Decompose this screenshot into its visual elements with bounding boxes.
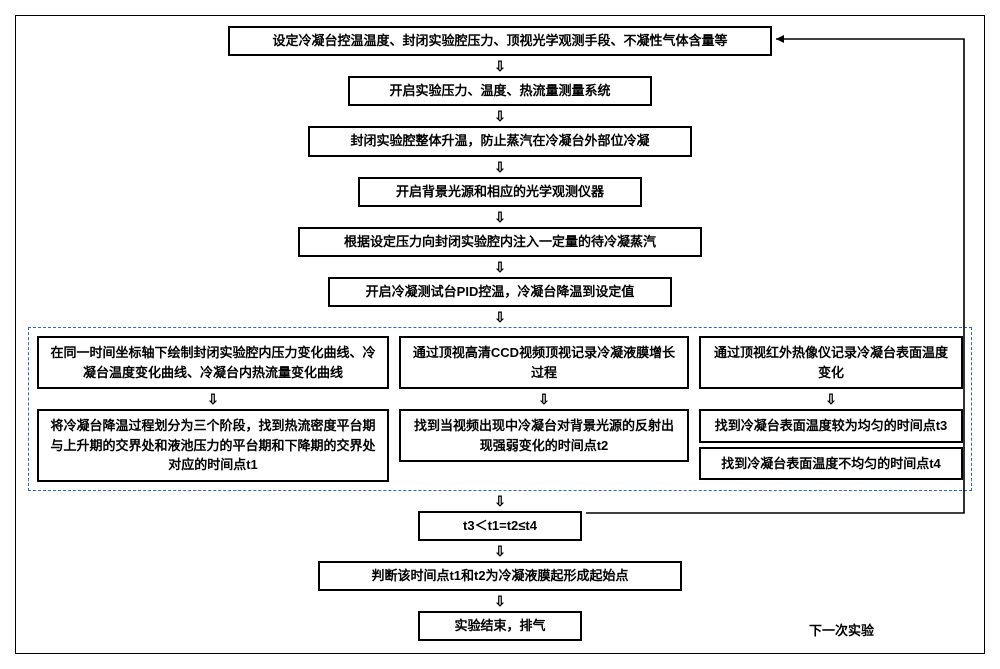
arrow: ⇩ [494, 494, 506, 508]
arrow: ⇩ [207, 392, 219, 406]
step-6: 开启冷凝测试台PID控温，冷凝台降温到设定值 [328, 277, 672, 307]
loop-label: 下一次实验 [809, 620, 874, 639]
branch-right-b: 找到冷凝台表面温度较为均匀的时间点t3 [699, 409, 963, 443]
step-2: 开启实验压力、温度、热流量测量系统 [348, 76, 652, 106]
branch-right: 通过顶视红外热像仪记录冷凝台表面温度变化 ⇩ 找到冷凝台表面温度较为均匀的时间点… [699, 336, 963, 480]
arrow: ⇩ [494, 109, 506, 123]
arrow: ⇩ [494, 544, 506, 558]
step-4: 开启背景光源和相应的光学观测仪器 [358, 177, 642, 207]
arrow: ⇩ [494, 310, 506, 324]
branch-mid-a: 通过顶视高清CCD视频顶视记录冷凝液膜增长过程 [399, 336, 689, 389]
branch-left: 在同一时间坐标轴下绘制封闭实验腔内压力变化曲线、冷凝台温度变化曲线、冷凝台内热流… [37, 336, 389, 482]
flowchart-container: 设定冷凝台控温温度、封闭实验腔压力、顶视光学观测手段、不凝性气体含量等 ⇩ 开启… [15, 15, 985, 654]
arrow: ⇩ [538, 392, 550, 406]
condition: t3＜t1=t2≤t4 [418, 511, 582, 541]
branch-right-c: 找到冷凝台表面温度不均匀的时间点t4 [699, 447, 963, 481]
arrow: ⇩ [825, 392, 837, 406]
arrow: ⇩ [494, 260, 506, 274]
end: 实验结束，排气 [418, 611, 582, 641]
arrow: ⇩ [494, 594, 506, 608]
arrow: ⇩ [494, 160, 506, 174]
step-1: 设定冷凝台控温温度、封闭实验腔压力、顶视光学观测手段、不凝性气体含量等 [228, 26, 772, 56]
branch-mid: 通过顶视高清CCD视频顶视记录冷凝液膜增长过程 ⇩ 找到当视频出现中冷凝台对背景… [399, 336, 689, 462]
branch-mid-b: 找到当视频出现中冷凝台对背景光源的反射出现强弱变化的时间点t2 [399, 409, 689, 462]
arrow: ⇩ [494, 210, 506, 224]
branch-right-a: 通过顶视红外热像仪记录冷凝台表面温度变化 [699, 336, 963, 389]
branch-left-a: 在同一时间坐标轴下绘制封闭实验腔内压力变化曲线、冷凝台温度变化曲线、冷凝台内热流… [37, 336, 389, 389]
step-3: 封闭实验腔整体升温，防止蒸汽在冷凝台外部位冷凝 [308, 126, 692, 156]
arrow: ⇩ [494, 59, 506, 73]
step-5: 根据设定压力向封闭实验腔内注入一定量的待冷凝蒸汽 [298, 227, 702, 257]
judge: 判断该时间点t1和t2为冷凝液膜起形成起始点 [318, 561, 682, 591]
branch-left-b: 将冷凝台降温过程划分为三个阶段，找到热流密度平台期与上升期的交界处和液池压力的平… [37, 409, 389, 482]
parallel-branches: 在同一时间坐标轴下绘制封闭实验腔内压力变化曲线、冷凝台温度变化曲线、冷凝台内热流… [28, 327, 972, 491]
main-column: 设定冷凝台控温温度、封闭实验腔压力、顶视光学观测手段、不凝性气体含量等 ⇩ 开启… [28, 26, 972, 641]
